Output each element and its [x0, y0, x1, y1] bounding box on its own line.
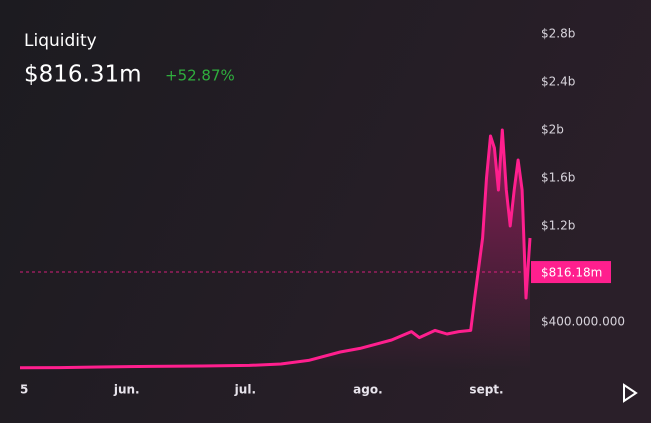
play-button[interactable]	[623, 383, 638, 403]
y-tick-label: $2.4b	[541, 75, 575, 89]
y-tick-label: $2b	[541, 123, 564, 137]
y-tick-label: $1.2b	[541, 219, 575, 233]
x-tick-label: jul.	[234, 383, 256, 397]
y-tick-label: $400.000.000	[541, 315, 625, 329]
y-tick-label: $1.6b	[541, 171, 575, 185]
current-badge	[531, 261, 611, 284]
change: +52.87%	[165, 67, 235, 85]
x-tick-label: jun.	[113, 383, 140, 397]
x-tick-label: sept.	[469, 383, 503, 397]
value: $816.31m	[24, 62, 142, 88]
y-tick-label: $2.8b	[541, 27, 575, 41]
current-label: $816.18m	[541, 266, 602, 280]
line	[19, 128, 532, 370]
x-tick-label: ago.	[353, 383, 383, 397]
x-tick-label: 5	[20, 383, 28, 397]
area-fill	[20, 130, 530, 370]
title: Liquidity	[24, 31, 97, 51]
